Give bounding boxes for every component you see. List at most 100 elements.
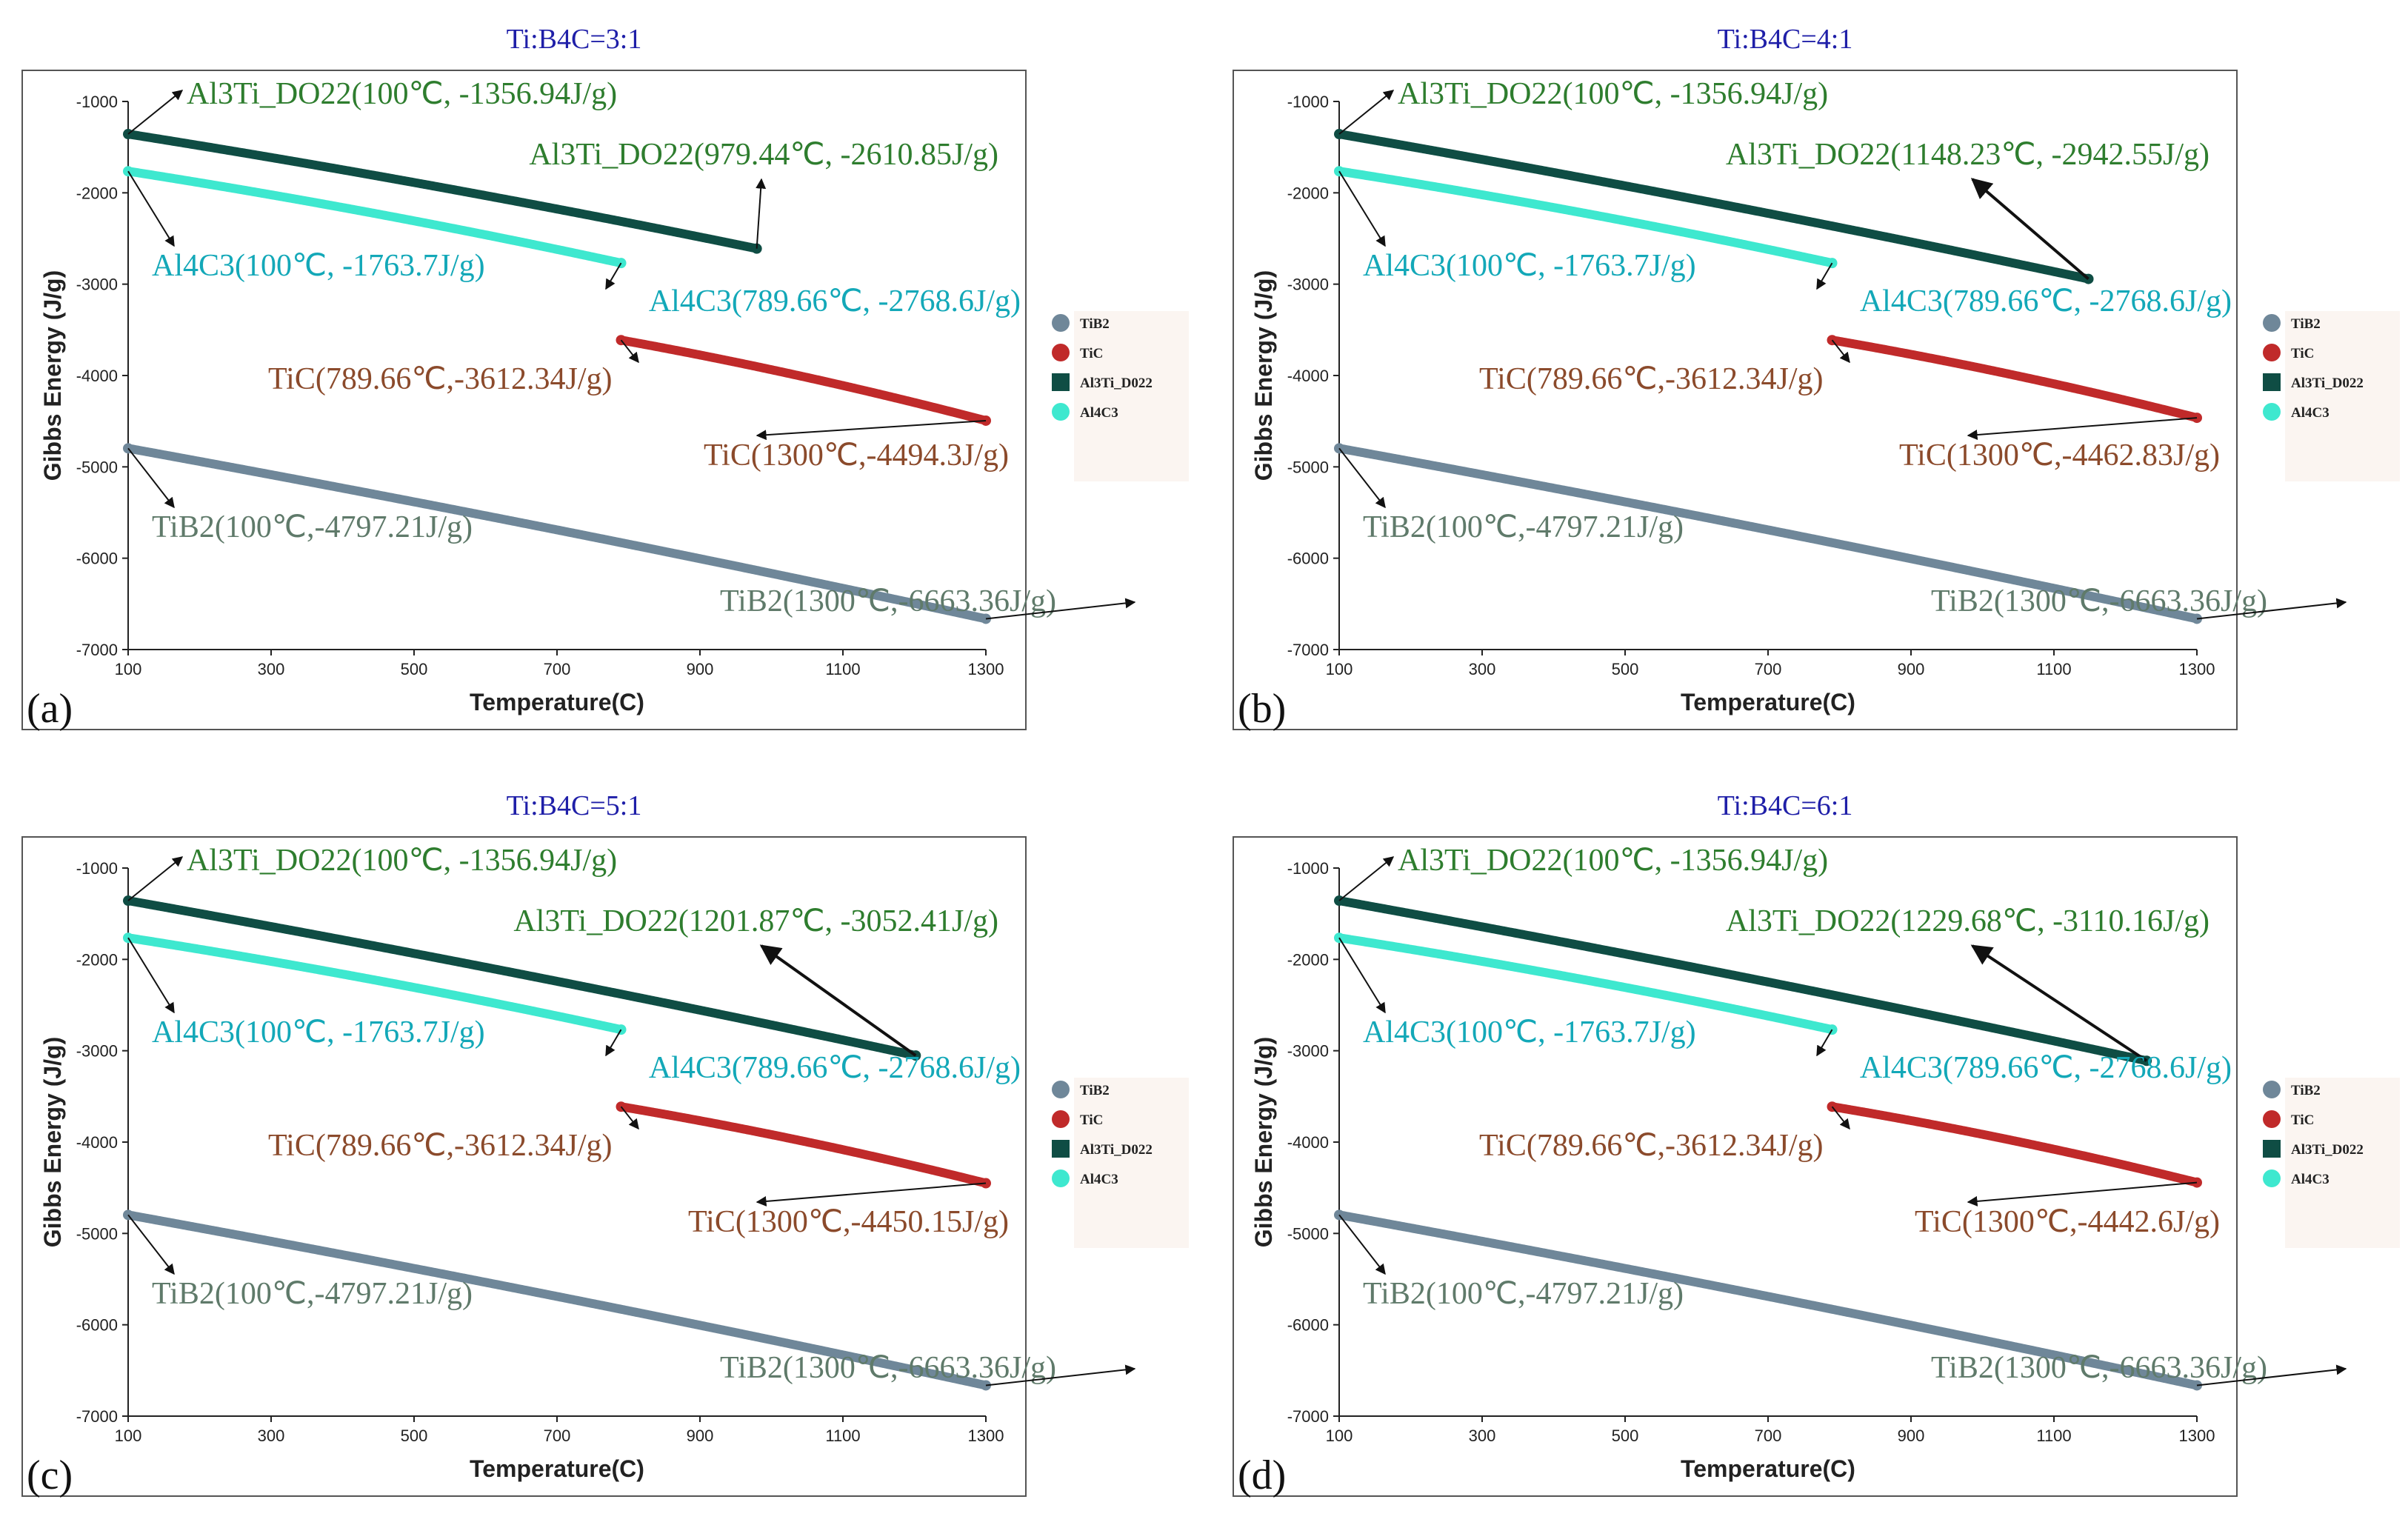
panel-label: (c) [27,1452,73,1498]
legend-box [1074,1078,1189,1248]
legend-box [1074,311,1189,481]
legend-marker [1052,403,1070,421]
series-line-TiB2 [124,1210,990,1390]
annotation-label: Al4C3(100℃, -1763.7J/g) [1363,1015,1696,1050]
legend-marker [2263,403,2281,421]
legend-marker [2263,1140,2281,1158]
annotation-arrow [2196,1364,2347,1386]
series-line-TiB2 [1335,1210,2201,1390]
y-tick-label: -1000 [1287,93,1329,111]
annotation-arrow [605,1029,622,1057]
annotation-label: TiC(1300℃,-4462.83J/g) [1899,438,2220,473]
x-tick-label: 1100 [825,660,860,678]
series-line-Al3Ti_D022 [1335,896,2152,1066]
x-tick-label: 1100 [825,1426,860,1445]
annotation-label: Al3Ti_DO22(1148.23℃, -2942.55J/g) [1726,138,2209,172]
x-tick-label: 1300 [968,1426,1004,1445]
annotation-arrow [1967,417,2198,441]
y-tick-label: -4000 [76,1133,118,1152]
series-line-Al3Ti_D022 [1335,130,2093,284]
y-tick-label: -2000 [76,950,118,969]
annotation-label: Al3Ti_DO22(100℃, -1356.94J/g) [187,77,617,111]
y-tick-label: -2000 [1287,950,1329,969]
panel-frame [1233,70,2238,730]
x-tick-label: 1300 [968,660,1004,678]
x-tick-label: 700 [544,1426,571,1445]
y-tick-label: -4000 [76,367,118,385]
annotation-arrow [1831,339,1850,364]
annotation-arrow [127,447,175,509]
series-line-TiB2 [1335,444,2201,624]
x-tick-label: 900 [1898,660,1925,678]
annotation-label: Al4C3(789.66℃, -2768.6J/g) [1860,1051,2232,1085]
legend-marker [2263,314,2281,332]
annotation-label: Al4C3(789.66℃, -2768.6J/g) [649,284,1021,318]
legend-label: TiC [2291,1112,2314,1128]
panel-label: (b) [1238,686,1286,732]
annotation-label: TiC(1300℃,-4450.15J/g) [688,1205,1009,1239]
annotation-arrow [1970,178,2090,281]
chart-panel: Ti:B4C=3:1 -1000 -2000 -3000 -4000 -5000 -6000… [0,0,1204,758]
legend-box [2285,311,2400,481]
legend-marker [1052,1110,1070,1128]
annotation-label: TiB2(100℃,-4797.21J/g) [1363,510,1684,544]
annotation-label: Al3Ti_DO22(979.44℃, -2610.85J/g) [529,138,998,172]
y-tick-label: -1000 [76,859,118,878]
legend-label: TiC [1080,1112,1103,1128]
y-tick-label: -4000 [1287,367,1329,385]
annotation-arrow [759,944,917,1057]
annotation-arrow [605,262,622,290]
x-tick-label: 500 [401,660,428,678]
annotation-arrow [1338,856,1395,901]
series-line-TiC [616,1102,990,1188]
y-tick-label: -5000 [1287,458,1329,476]
panel-frame [1233,836,2238,1497]
series-point [1827,258,1838,269]
y-axis-label: Gibbs Energy (J/g) [1250,270,1277,481]
y-tick-label: -2000 [1287,184,1329,202]
legend-marker [1052,314,1070,332]
legend-marker [1052,1169,1070,1187]
legend-marker [2263,1081,2281,1098]
chart-title: Ti:B4C=4:1 [1718,24,1853,55]
annotation-label: Al3Ti_DO22(100℃, -1356.94J/g) [1398,844,1828,878]
y-tick-label: -7000 [76,1407,118,1426]
legend-label: TiB2 [1080,1083,1110,1098]
annotation-label: Al3Ti_DO22(100℃, -1356.94J/g) [187,844,617,878]
annotation-label: TiB2(100℃,-4797.21J/g) [152,510,473,544]
y-axis-label: Gibbs Energy (J/g) [1250,1037,1277,1247]
annotation-label: Al4C3(789.66℃, -2768.6J/g) [1860,284,2232,318]
x-tick-label: 700 [1755,1426,1782,1445]
annotation-label: TiB2(100℃,-4797.21J/g) [152,1277,473,1311]
legend-marker [1052,344,1070,361]
legend-label: Al4C3 [1080,1172,1118,1187]
annotation-arrow [756,1182,987,1207]
panel-label: (a) [27,686,73,732]
y-tick-label: -7000 [76,641,118,659]
x-axis-label: Temperature(C) [470,689,644,715]
annotation-arrow [1338,937,1386,1014]
x-axis-label: Temperature(C) [1681,689,1855,715]
legend-label: Al3Ti_D022 [1080,376,1153,391]
y-tick-label: -6000 [76,550,118,568]
series-line-TiC [1827,1102,2201,1187]
legend-marker [1052,1081,1070,1098]
y-tick-label: -3000 [1287,1042,1329,1061]
y-tick-label: -5000 [1287,1224,1329,1243]
annotation-label: TiB2(1300℃,-6663.36J/g) [1931,584,2267,618]
x-tick-label: 300 [258,1426,285,1445]
annotation-arrow [756,419,987,441]
chart-title: Ti:B4C=3:1 [507,24,642,55]
annotation-arrow [620,1106,639,1130]
x-tick-label: 300 [1469,660,1496,678]
annotation-arrow [756,178,767,249]
x-tick-label: 300 [258,660,285,678]
y-tick-label: -6000 [1287,1316,1329,1335]
legend-label: Al4C3 [2291,405,2329,421]
y-tick-label: -3000 [1287,276,1329,294]
x-tick-label: 900 [687,660,714,678]
legend-label: TiB2 [1080,316,1110,332]
y-tick-label: -6000 [76,1316,118,1335]
series-line-Al4C3 [124,167,626,268]
annotation-label: Al3Ti_DO22(1229.68℃, -3110.16J/g) [1726,904,2209,938]
